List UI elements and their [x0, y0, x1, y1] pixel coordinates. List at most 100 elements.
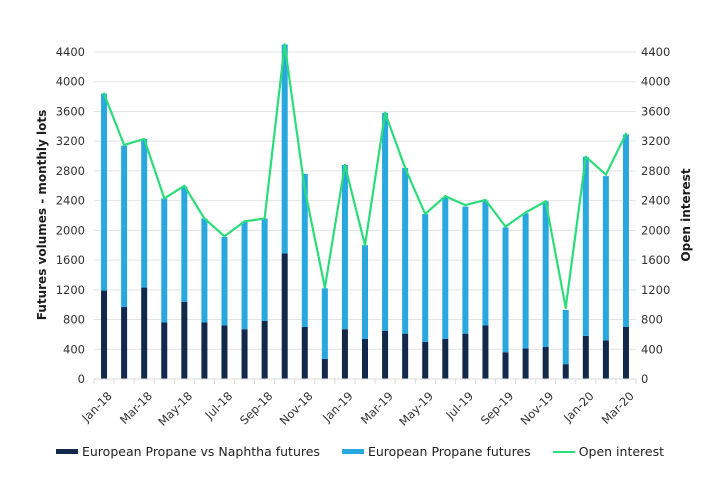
bar-propane-vs-naphtha [382, 330, 389, 379]
bar-propane-vs-naphtha [241, 329, 248, 379]
legend: European Propane vs Naphtha futures Euro… [0, 444, 720, 459]
bar-propane-vs-naphtha [201, 322, 208, 379]
bar-propane [201, 218, 208, 323]
x-tick-label: Jan-18 [78, 389, 114, 425]
bar-propane [181, 186, 188, 302]
y2-tick-label: 800 [641, 313, 663, 327]
bar-propane [422, 214, 429, 342]
bar-propane [502, 227, 509, 353]
x-tick-label: Jul-19 [442, 389, 476, 423]
legend-item-propane-vs-naphtha[interactable]: European Propane vs Naphtha futures [55, 444, 320, 459]
open-interest-point [484, 198, 487, 202]
bar-propane-vs-naphtha [362, 338, 368, 379]
x-tick-label: Sep-18 [237, 389, 276, 428]
open-interest-point [343, 163, 347, 167]
open-interest-point [323, 286, 327, 289]
y-tick-label: 2000 [56, 223, 85, 237]
bar-propane-vs-naphtha [101, 290, 108, 379]
bar-propane [542, 201, 549, 348]
bar-propane-vs-naphtha [261, 321, 268, 379]
y-axis-left: 0 400 800 1200 1600 2000 2400 2800 3200 3600 4000 4… [56, 45, 85, 386]
bar-propane-vs-naphtha [582, 335, 589, 379]
y-tick-label: 2800 [56, 164, 85, 178]
open-interest-point [102, 92, 106, 95]
open-interest-point [524, 211, 527, 214]
bar-propane [442, 196, 449, 339]
y2-tick-label: 2400 [641, 194, 670, 208]
legend-item-open-interest[interactable]: Open interest [552, 444, 664, 459]
x-tick-label: Mar-19 [358, 389, 396, 427]
open-interest-point [424, 212, 427, 216]
x-tick-label: Nov-18 [277, 389, 316, 428]
open-interest-point [263, 217, 266, 220]
x-tick-label: Jan-20 [560, 389, 596, 425]
open-interest-point [464, 203, 467, 207]
bar-propane [562, 309, 569, 365]
bar-propane [121, 145, 128, 307]
open-interest-point [363, 244, 367, 247]
open-interest-point [303, 188, 306, 191]
open-interest-point [383, 111, 387, 115]
open-interest-line-group [102, 43, 628, 309]
y-axis-title: Futures volumes - monthly lots [35, 110, 49, 321]
x-tick-label: May-19 [396, 389, 436, 429]
bar-propane-vs-naphtha [442, 338, 449, 379]
legend-label: European Propane vs Naphtha futures [81, 444, 320, 459]
open-interest-point [142, 137, 146, 141]
y2-tick-label: 0 [641, 372, 648, 386]
open-interest-point [504, 225, 507, 228]
bar-propane-vs-naphtha [141, 287, 148, 379]
bar-propane [161, 198, 168, 323]
y-axis-right: 0 400 800 1200 1600 2000 2400 2800 3200 3600 4000 4… [641, 45, 670, 386]
bar-propane-vs-naphtha [402, 333, 409, 379]
bar-propane-vs-naphtha [422, 341, 429, 379]
bar-propane-vs-naphtha [462, 333, 469, 379]
x-tick-label: Nov-19 [518, 389, 557, 428]
y2-tick-label: 1200 [641, 283, 670, 297]
y-tick-label: 800 [63, 313, 85, 327]
bar-propane [582, 156, 589, 336]
open-interest-point [223, 235, 226, 238]
x-tick-label: Sep-19 [478, 389, 517, 428]
open-interest-point [584, 155, 588, 158]
open-interest-point [163, 197, 166, 200]
bar-propane-vs-naphtha [301, 326, 308, 379]
y2-tick-label: 4400 [641, 45, 670, 59]
bar-propane [462, 206, 469, 334]
y2-tick-label: 400 [641, 342, 663, 356]
y-tick-label: 0 [78, 372, 85, 386]
legend-item-propane[interactable]: European Propane futures [341, 444, 531, 459]
bar-propane-vs-naphtha [161, 322, 168, 379]
bar-propane [281, 44, 288, 254]
bar-propane-vs-naphtha [321, 358, 328, 379]
open-interest-point [243, 220, 246, 223]
bar-propane [261, 218, 268, 322]
x-axis: Jan-18 Mar-18 May-18 Jul-18 Sep-18 Nov-18 Jan-… [78, 378, 637, 429]
open-interest-point [403, 166, 407, 170]
bar-propane-vs-naphtha [482, 325, 489, 379]
open-interest-point [604, 173, 608, 176]
bar-propane [221, 237, 228, 326]
x-tick-label: Mar-20 [599, 389, 637, 427]
bar-propane-vs-naphtha [281, 253, 288, 379]
y2-tick-label: 2800 [641, 164, 670, 178]
open-interest-point [183, 184, 186, 187]
open-interest-point [122, 143, 126, 147]
open-interest-point [203, 217, 206, 220]
x-tick-label: Jul-18 [202, 389, 236, 423]
bar-propane [382, 112, 389, 331]
y2-axis-title: Open interest [679, 168, 693, 261]
y-tick-label: 4000 [56, 75, 85, 89]
open-interest-point [283, 43, 286, 46]
bar-propane [141, 138, 148, 288]
bar-propane [241, 221, 248, 330]
open-interest-point [564, 306, 567, 309]
y2-tick-label: 3600 [641, 104, 670, 118]
y2-tick-label: 1600 [641, 253, 670, 267]
bar-propane-vs-naphtha [181, 301, 188, 379]
y-tick-label: 1200 [56, 283, 85, 297]
bar-propane [362, 245, 368, 339]
bar-propane-vs-naphtha [341, 329, 348, 379]
y2-tick-label: 3200 [641, 134, 670, 148]
bar-propane [622, 134, 629, 327]
